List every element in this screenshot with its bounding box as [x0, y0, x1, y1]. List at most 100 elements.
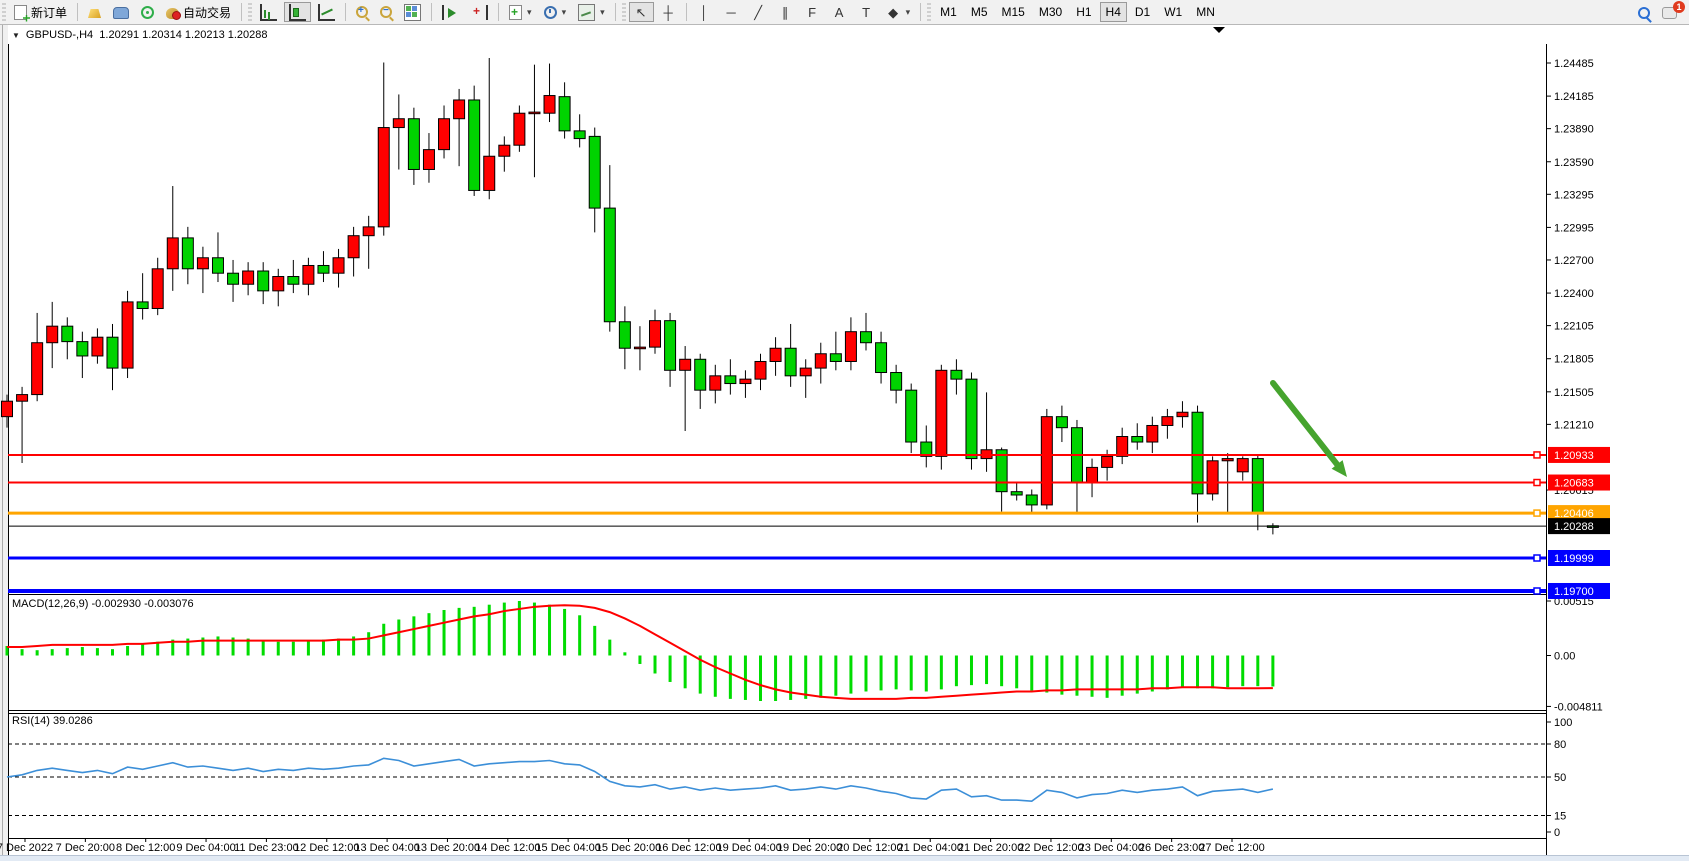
- rsi-indicator-label: RSI(14) 39.0286: [12, 715, 93, 727]
- text-icon: A: [834, 4, 844, 20]
- toolbar-grip[interactable]: [927, 3, 932, 21]
- timeframe-h1[interactable]: H1: [1070, 2, 1097, 22]
- zoom-in-button[interactable]: [351, 2, 373, 22]
- svg-text:1.24485: 1.24485: [1554, 58, 1594, 70]
- svg-text:1.21805: 1.21805: [1554, 354, 1594, 366]
- separator: [241, 3, 243, 21]
- text-label-icon: T: [862, 4, 871, 20]
- svg-text:21 Dec 20:00: 21 Dec 20:00: [958, 842, 1023, 854]
- svg-text:15 Dec 04:00: 15 Dec 04:00: [535, 842, 600, 854]
- timeframe-d1[interactable]: D1: [1129, 2, 1156, 22]
- fibonacci-button[interactable]: F: [800, 2, 825, 22]
- notifications-button[interactable]: 1: [1657, 1, 1685, 22]
- svg-text:1.23590: 1.23590: [1554, 157, 1594, 169]
- collapse-chart-icon[interactable]: ▼: [12, 31, 20, 40]
- zoom-in-icon: [356, 5, 369, 18]
- line-chart-button[interactable]: [313, 2, 340, 22]
- toolbar-grip[interactable]: [621, 3, 626, 21]
- svg-text:1.20406: 1.20406: [1554, 508, 1594, 520]
- zoom-out-icon: [380, 5, 393, 18]
- svg-text:26 Dec 23:00: 26 Dec 23:00: [1139, 842, 1204, 854]
- indicators-icon: [509, 4, 523, 20]
- cursor-button[interactable]: ↖: [628, 2, 654, 22]
- svg-text:1.19700: 1.19700: [1554, 586, 1594, 598]
- separator: [614, 3, 616, 21]
- crosshair-icon: ┼: [663, 4, 673, 20]
- toolbar-grip[interactable]: [2, 3, 6, 21]
- timeframe-w1[interactable]: W1: [1158, 2, 1188, 22]
- separator: [498, 3, 500, 21]
- search-icon: [1638, 6, 1650, 19]
- svg-text:1.22700: 1.22700: [1554, 255, 1594, 267]
- candlestick-icon: [289, 3, 307, 21]
- timeframe-m1[interactable]: M1: [934, 2, 963, 22]
- chart-symbol-period: GBPUSD-,H4: [25, 29, 94, 41]
- new-order-button[interactable]: 新订单: [9, 2, 72, 22]
- timeframe-h4[interactable]: H4: [1099, 2, 1127, 22]
- trendline-button[interactable]: ╱: [746, 2, 771, 22]
- svg-text:19 Dec 20:00: 19 Dec 20:00: [777, 842, 842, 854]
- new-order-label: 新订单: [31, 5, 68, 20]
- caret-down-icon: ▾: [527, 6, 532, 17]
- market-window-icon: [113, 7, 130, 19]
- timeframe-m15[interactable]: M15: [996, 2, 1031, 22]
- crosshair-button[interactable]: ┼: [656, 2, 681, 22]
- autotrade-label: 自动交易: [183, 5, 232, 20]
- toolbar-grip[interactable]: [248, 3, 253, 21]
- caret-down-icon: ▾: [600, 6, 605, 17]
- svg-text:0: 0: [1554, 827, 1560, 839]
- auto-scroll-button[interactable]: [437, 2, 464, 22]
- signals-button[interactable]: [136, 2, 159, 22]
- tile-windows-icon: [404, 3, 422, 21]
- zoom-out-button[interactable]: [375, 2, 397, 22]
- svg-text:9 Dec 04:00: 9 Dec 04:00: [176, 842, 235, 854]
- chart-ohlc-values: 1.20291 1.20314 1.20213 1.20288: [99, 29, 268, 41]
- signal-icon: [141, 6, 155, 19]
- svg-text:19 Dec 04:00: 19 Dec 04:00: [716, 842, 781, 854]
- svg-text:8 Dec 12:00: 8 Dec 12:00: [116, 842, 175, 854]
- bar-chart-button[interactable]: [255, 2, 282, 22]
- clock-icon: [543, 5, 557, 19]
- svg-text:27 Dec 12:00: 27 Dec 12:00: [1199, 842, 1264, 854]
- svg-text:0.00515: 0.00515: [1554, 596, 1594, 608]
- market-window-button[interactable]: [108, 2, 134, 22]
- gold-button[interactable]: [83, 2, 106, 22]
- vertical-line-button[interactable]: │: [692, 2, 717, 22]
- svg-text:22 Dec 12:00: 22 Dec 12:00: [1018, 842, 1083, 854]
- svg-text:1.21210: 1.21210: [1554, 419, 1594, 431]
- caret-down-icon: ▾: [905, 6, 911, 17]
- svg-text:13 Dec 20:00: 13 Dec 20:00: [415, 842, 480, 854]
- macd-indicator-label: MACD(12,26,9) -0.002930 -0.003076: [12, 598, 194, 610]
- vertical-line-icon: │: [700, 4, 709, 20]
- shapes-button[interactable]: ◆ ▾: [881, 2, 916, 22]
- chart-shift-button[interactable]: [466, 2, 493, 22]
- chart-shift-icon: [471, 4, 489, 20]
- autotrade-button[interactable]: 自动交易: [161, 2, 236, 22]
- text-label-button[interactable]: T: [854, 2, 879, 22]
- timeframe-m5[interactable]: M5: [965, 2, 994, 22]
- search-button[interactable]: [1633, 2, 1655, 22]
- svg-text:1.22400: 1.22400: [1554, 288, 1594, 300]
- horizontal-line-button[interactable]: ─: [719, 2, 744, 22]
- svg-text:1.20933: 1.20933: [1554, 450, 1594, 462]
- svg-text:7 Dec 2022: 7 Dec 2022: [0, 842, 53, 854]
- channel-button[interactable]: ∥: [773, 2, 798, 22]
- candlestick-button[interactable]: [284, 2, 312, 22]
- timeframe-m30[interactable]: M30: [1033, 2, 1068, 22]
- svg-text:1.19999: 1.19999: [1554, 553, 1594, 565]
- timeframe-mn[interactable]: MN: [1190, 2, 1221, 22]
- templates-button[interactable]: ▾: [573, 2, 610, 22]
- svg-text:1.22995: 1.22995: [1554, 222, 1594, 234]
- caret-down-icon: ▾: [561, 6, 567, 17]
- svg-text:1.20288: 1.20288: [1554, 521, 1594, 533]
- text-button[interactable]: A: [827, 2, 852, 22]
- periods-button[interactable]: ▾: [539, 2, 572, 22]
- svg-text:100: 100: [1554, 717, 1572, 729]
- svg-text:21 Dec 04:00: 21 Dec 04:00: [898, 842, 963, 854]
- svg-text:-0.004811: -0.004811: [1554, 701, 1603, 713]
- indicators-button[interactable]: ▾: [504, 2, 537, 22]
- tile-windows-button[interactable]: [399, 2, 426, 22]
- shapes-icon: ◆: [888, 4, 899, 20]
- svg-text:20 Dec 12:00: 20 Dec 12:00: [837, 842, 902, 854]
